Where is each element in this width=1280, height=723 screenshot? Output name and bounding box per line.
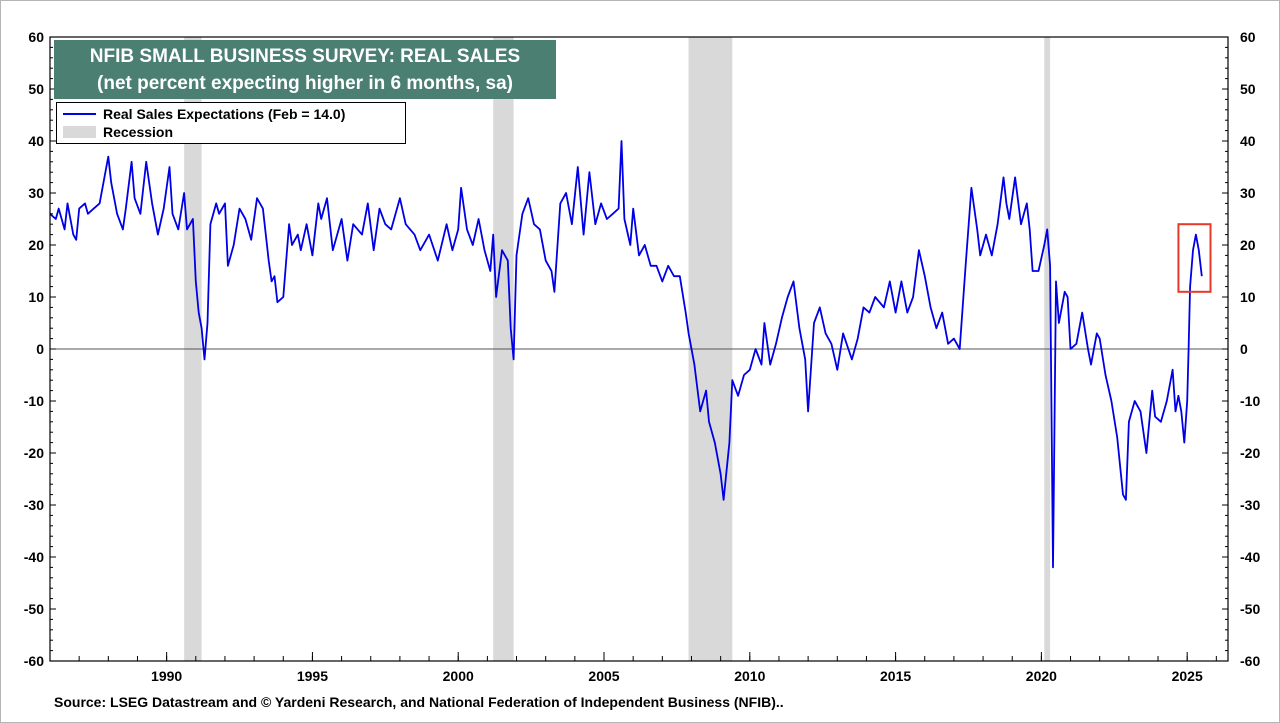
- y-tick-label-right: 50: [1240, 81, 1256, 97]
- legend: Real Sales Expectations (Feb = 14.0) Rec…: [56, 102, 406, 144]
- y-tick-label-left: -10: [24, 393, 44, 409]
- legend-label-series: Real Sales Expectations (Feb = 14.0): [103, 106, 346, 122]
- y-tick-label-right: -40: [1240, 549, 1260, 565]
- legend-label-recession: Recession: [103, 124, 174, 140]
- y-tick-label-right: 60: [1240, 29, 1256, 45]
- y-tick-label-left: -50: [24, 601, 44, 617]
- series-layer: [49, 140, 1203, 569]
- y-axis-right: 60 50 40 30 20 10 0 -10 -20 -30 -40 -50 -60: [1222, 29, 1260, 669]
- source-note: Source: LSEG Datastream and © Yardeni Re…: [54, 694, 784, 710]
- y-tick-label-left: 30: [28, 185, 44, 201]
- y-tick-label-right: -20: [1240, 445, 1260, 461]
- y-tick-label-left: -60: [24, 653, 44, 669]
- highlight-layer: [1177, 223, 1212, 293]
- y-tick-label-right: 0: [1240, 341, 1248, 357]
- y-tick-label-right: 40: [1240, 133, 1256, 149]
- y-axis-left: 60 50 40 30 20 10 0 -10 -20 -30 -40 -50 -60: [24, 29, 56, 669]
- series-line-1: [49, 140, 1203, 569]
- y-tick-label-left: -30: [24, 497, 44, 513]
- x-tick-label: 1995: [297, 668, 328, 684]
- y-tick-label-left: 20: [28, 237, 44, 253]
- legend-swatch-recession: [63, 126, 96, 138]
- highlight-box: [1177, 223, 1212, 293]
- y-tick-label-left: 10: [28, 289, 44, 305]
- y-tick-label-right: -50: [1240, 601, 1260, 617]
- y-tick-label-left: 50: [28, 81, 44, 97]
- chart-subtitle: (net percent expecting higher in 6 month…: [97, 73, 513, 94]
- chart-title: NFIB SMALL BUSINESS SURVEY: REAL SALES: [89, 46, 521, 67]
- y-tick-label-right: 10: [1240, 289, 1256, 305]
- x-tick-label: 2005: [588, 668, 619, 684]
- y-tick-label-right: -60: [1240, 653, 1260, 669]
- x-axis: 1990 1995 2000 2005 2010 2015 2020 2025: [49, 652, 1217, 684]
- y-tick-label-right: 20: [1240, 237, 1256, 253]
- y-tick-label-left: 60: [28, 29, 44, 45]
- x-tick-label: 2015: [880, 668, 911, 684]
- legend-swatch-line: [63, 113, 96, 115]
- y-tick-label-left: -40: [24, 549, 44, 565]
- y-tick-label-left: 0: [36, 341, 44, 357]
- x-tick-label: 2020: [1026, 668, 1057, 684]
- y-tick-label-right: -10: [1240, 393, 1260, 409]
- chart-title-box: NFIB SMALL BUSINESS SURVEY: REAL SALES (…: [54, 40, 556, 99]
- x-tick-label: 2000: [443, 668, 474, 684]
- x-tick-label: 2010: [734, 668, 765, 684]
- x-tick-label: 2025: [1172, 668, 1203, 684]
- x-tick-label: 1990: [151, 668, 182, 684]
- y-tick-label-left: 40: [28, 133, 44, 149]
- y-tick-label-left: -20: [24, 445, 44, 461]
- y-tick-label-right: 30: [1240, 185, 1256, 201]
- y-tick-label-right: -30: [1240, 497, 1260, 513]
